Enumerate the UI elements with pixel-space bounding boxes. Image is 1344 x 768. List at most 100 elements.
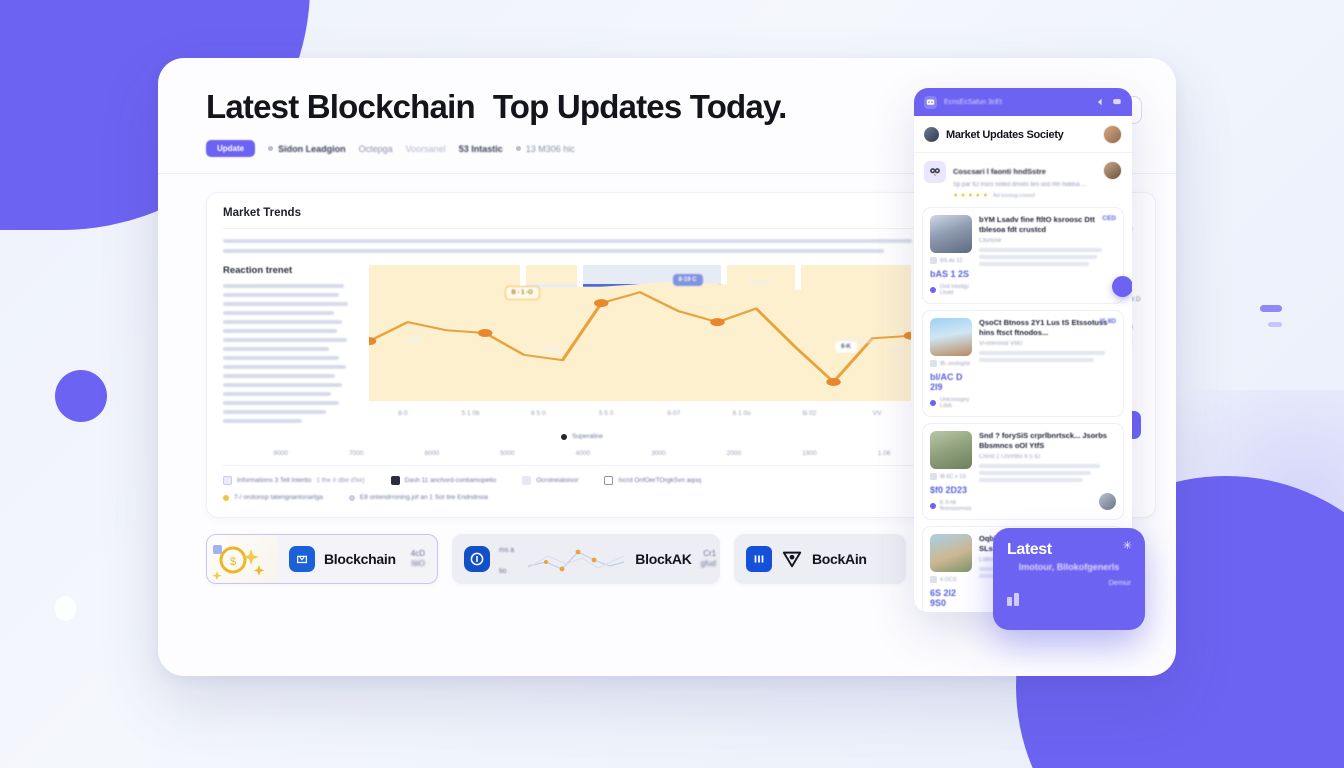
chat-bubble-icon[interactable] — [1112, 97, 1122, 107]
list-item-left: BS ds 12 bAS 1 2S Ovit Intsdgy Lhokt — [930, 215, 972, 296]
meta-square-icon — [930, 360, 937, 367]
chart-annotation: B - 1 -O — [504, 286, 540, 301]
card-divider — [223, 228, 941, 229]
footer-legend-sublabel: 1 the # dbe d'ke) — [316, 477, 365, 484]
chart-data-point[interactable] — [710, 318, 725, 327]
avatar[interactable] — [1103, 161, 1122, 180]
item-meta: 4 OCS — [930, 576, 972, 583]
item-meta: lB 6C v 1S — [930, 473, 972, 480]
legend-label: Superaline — [571, 433, 604, 440]
brand-right-line2: IiiiO — [411, 559, 425, 568]
logo-card-bockain[interactable]: BockAin — [734, 534, 906, 584]
item-thumbnail[interactable] — [930, 534, 972, 572]
rating-label: Ad toosog-conod — [992, 192, 1035, 199]
item-category: Vl-nrennod V6t0 — [979, 341, 1023, 348]
meta-label-2[interactable]: Voorsanel — [405, 143, 446, 154]
text-line — [223, 320, 342, 324]
footer-legend-item[interactable]: Informations 3 Tell Intertio 1 the # dbe … — [223, 476, 365, 485]
featured-item[interactable]: Coscsari l faonti hndSstre Sp par tO rro… — [914, 153, 1132, 207]
chart-data-point[interactable] — [477, 329, 493, 337]
bullet-icon — [268, 146, 274, 151]
avatar[interactable] — [924, 127, 939, 142]
list-item[interactable]: BS ds 12 bAS 1 2S Ovit Intsdgy Lhokt bYM Ls… — [922, 207, 1132, 304]
footer-legend-item[interactable]: Iscrd OnfOerTOrgkSvn aqoq — [604, 476, 701, 485]
bars-icon — [1007, 593, 1131, 607]
phone-title: Market Updates Society — [946, 128, 1064, 141]
x-axis-tick: 5 1 0b — [461, 410, 480, 417]
item-thumbnail[interactable] — [930, 431, 972, 469]
update-chip[interactable]: Update — [206, 140, 256, 157]
item-category: Ctunose — [979, 238, 1002, 245]
text-line — [979, 358, 1095, 363]
item-badge: lS 8D — [1099, 318, 1116, 325]
lav-square-icon — [223, 476, 232, 485]
item-thumbnail[interactable] — [930, 215, 972, 253]
logo-card-blockchain[interactable]: $ Blockchain 4cD IiiiO — [206, 534, 438, 584]
list-item[interactable]: lB--snslsg/st bl/AC D 2l9 Untcooogny Ldsb Q… — [922, 310, 1124, 417]
text-line — [223, 392, 332, 396]
footer-tick: 3000 — [651, 450, 666, 457]
item-title: bYM Lsadv fine ftltO ksroosc Dtt tblesoa… — [979, 215, 1095, 235]
avatar[interactable] — [1103, 125, 1122, 144]
chart-data-point[interactable] — [903, 331, 911, 340]
text-line — [223, 347, 329, 351]
footer-legend-item[interactable]: E8 ontendrroning.jof an 1 Sot tire Endnd… — [348, 494, 488, 501]
bars-icon — [746, 546, 772, 572]
chart-plot-area[interactable]: B - 1 -O 8-19 C 0.59 1E7 9GdI 5 0Sd 60SE NTO2… — [369, 265, 911, 417]
item-category: Clsnd 2 rJsnrtbo 6 5 lD — [979, 454, 1041, 461]
trends-main: Reaction trenet B - 1 -O 8-19 C 0.59 1E7 9G… — [223, 265, 941, 423]
chart-footer-legend: Informations 3 Tell Intertio 1 the # dbe … — [223, 466, 941, 501]
meta-label-3: 53 Intastic — [458, 143, 503, 154]
item-tag: E 0-hlt flrnrnsormsis — [940, 500, 972, 512]
partner-logo-row: $ Blockchain 4cD IiiiO — [158, 518, 1176, 584]
text-line — [223, 410, 326, 414]
promo-action-label[interactable]: Demur — [1108, 578, 1131, 588]
text-line — [223, 365, 346, 369]
trends-text-column: Reaction trenet — [223, 265, 355, 423]
list-item-body: bYM Lsadv fine ftltO ksroosc Dtt tblesoa… — [979, 215, 1116, 296]
background-bar-right-1 — [1260, 305, 1282, 312]
item-description — [979, 351, 1116, 363]
promo-card[interactable]: ✳ Latest Imotour, Bllokofgenerls Demur — [993, 528, 1145, 630]
footer-tick: 9000 — [273, 450, 288, 457]
meta-square-icon — [930, 473, 937, 480]
logo-card-blockak[interactable]: cotos ms a tio sokex BlockAK Cr1 gfud — [452, 534, 720, 584]
star-icon: ★ — [960, 193, 966, 199]
back-arrow-icon[interactable] — [1095, 97, 1105, 107]
pale-square-icon — [522, 476, 532, 485]
market-trends-card: Market Trends Reaction trenet — [206, 192, 958, 518]
footer-legend-item[interactable]: 7-/ orotonsp tatengnantsnartga — [223, 494, 323, 501]
chart-data-point[interactable] — [826, 377, 841, 386]
chart-x-axis: 8-0 5 1 0b 6 5 0 5 5 0 6-07 6 1 0o 6i 02 VV — [369, 410, 911, 417]
page-title-part1: Latest Blockchain — [206, 88, 476, 125]
footer-legend-item[interactable]: Dash 11 anchord-contiamopetio — [390, 476, 496, 485]
footer-legend-item[interactable]: Ocrotreialoisor — [522, 476, 578, 485]
text-line — [223, 338, 348, 342]
bullet-icon — [930, 503, 936, 509]
item-footer: Untcooogny Ldsb — [930, 397, 972, 409]
text-line — [223, 356, 340, 360]
item-meta: lB--snslsg/st — [930, 360, 972, 367]
item-footer: E 0-hlt flrnrnsormsis — [930, 500, 972, 512]
brand-sub-block: cotos ms a tio sokex — [499, 534, 517, 584]
footer-divider — [223, 465, 941, 466]
item-meta: BS ds 12 — [930, 257, 972, 264]
chart-data-point[interactable] — [594, 299, 609, 308]
add-button[interactable] — [1112, 276, 1132, 297]
background-dot-left — [55, 596, 76, 621]
list-item[interactable]: lB 6C v 1S $f0 2D23 E 0-hlt flrnrnsormsis S… — [922, 423, 1124, 520]
meta-item-0[interactable]: Sidon Leadgion — [268, 144, 346, 154]
brand-right-text: Cr1 gfud — [701, 549, 717, 569]
text-line — [979, 262, 1089, 267]
avatar[interactable] — [1098, 492, 1117, 511]
chat-app-icon — [924, 95, 937, 109]
footer-tick: 7000 — [349, 450, 364, 457]
item-price: bAS 1 2S — [930, 269, 970, 279]
item-title: QsoCt Btnoss 2Y1 Lus tS Etssotuss hins f… — [979, 318, 1108, 338]
card-title: Market Trends — [223, 207, 301, 219]
brand-name: BlockAK — [635, 551, 692, 567]
item-meta-label: lB--snslsg/st — [940, 360, 970, 367]
chart-data-point[interactable] — [369, 337, 377, 346]
meta-label-1[interactable]: Octepga — [358, 143, 393, 154]
item-thumbnail[interactable] — [930, 318, 972, 356]
